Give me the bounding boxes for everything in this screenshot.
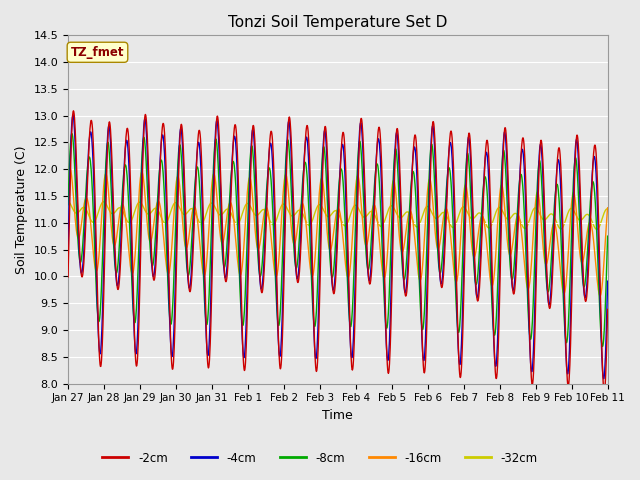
Title: Tonzi Soil Temperature Set D: Tonzi Soil Temperature Set D [228,15,447,30]
-4cm [600,376,607,382]
-4cm [69,112,77,118]
-32cm [593,227,601,232]
X-axis label: Time: Time [323,409,353,422]
-8cm [305,199,312,205]
-16cm [106,210,114,216]
-8cm [128,287,136,293]
-32cm [604,206,611,212]
-2cm [128,243,136,249]
-8cm [372,169,380,175]
-8cm [68,131,76,136]
-8cm [604,233,611,239]
Line: -4cm: -4cm [68,115,607,379]
-16cm [305,248,312,253]
-2cm [600,388,608,394]
-4cm [64,246,72,252]
-8cm [599,344,607,349]
-2cm [314,344,322,350]
-2cm [305,133,312,139]
-32cm [293,209,301,215]
Legend: -2cm, -4cm, -8cm, -16cm, -32cm: -2cm, -4cm, -8cm, -16cm, -32cm [98,447,542,469]
-8cm [106,164,114,170]
-2cm [372,179,380,185]
-16cm [604,205,611,211]
-32cm [64,198,72,204]
-4cm [294,276,301,282]
-8cm [64,202,72,208]
-32cm [314,203,322,209]
-4cm [604,278,611,284]
Line: -32cm: -32cm [68,201,607,229]
-32cm [304,222,312,228]
-2cm [106,123,114,129]
-4cm [305,155,312,160]
-32cm [106,208,114,214]
Line: -8cm: -8cm [68,133,607,347]
-16cm [596,293,604,299]
Line: -16cm: -16cm [68,168,607,296]
-2cm [604,306,611,312]
Y-axis label: Soil Temperature (C): Soil Temperature (C) [15,145,28,274]
-8cm [314,264,322,270]
Line: -2cm: -2cm [68,111,607,391]
-16cm [372,204,380,210]
-8cm [294,261,301,267]
-4cm [106,133,114,139]
-2cm [294,278,301,284]
-16cm [294,227,301,232]
-16cm [314,205,322,211]
Text: TZ_fmet: TZ_fmet [71,46,124,59]
-16cm [128,271,136,276]
-32cm [371,213,379,218]
-16cm [64,175,72,181]
-4cm [128,264,136,270]
-4cm [372,171,380,177]
-32cm [128,217,136,223]
-16cm [66,166,74,171]
-4cm [314,318,322,324]
-2cm [70,108,77,114]
-2cm [64,274,72,280]
